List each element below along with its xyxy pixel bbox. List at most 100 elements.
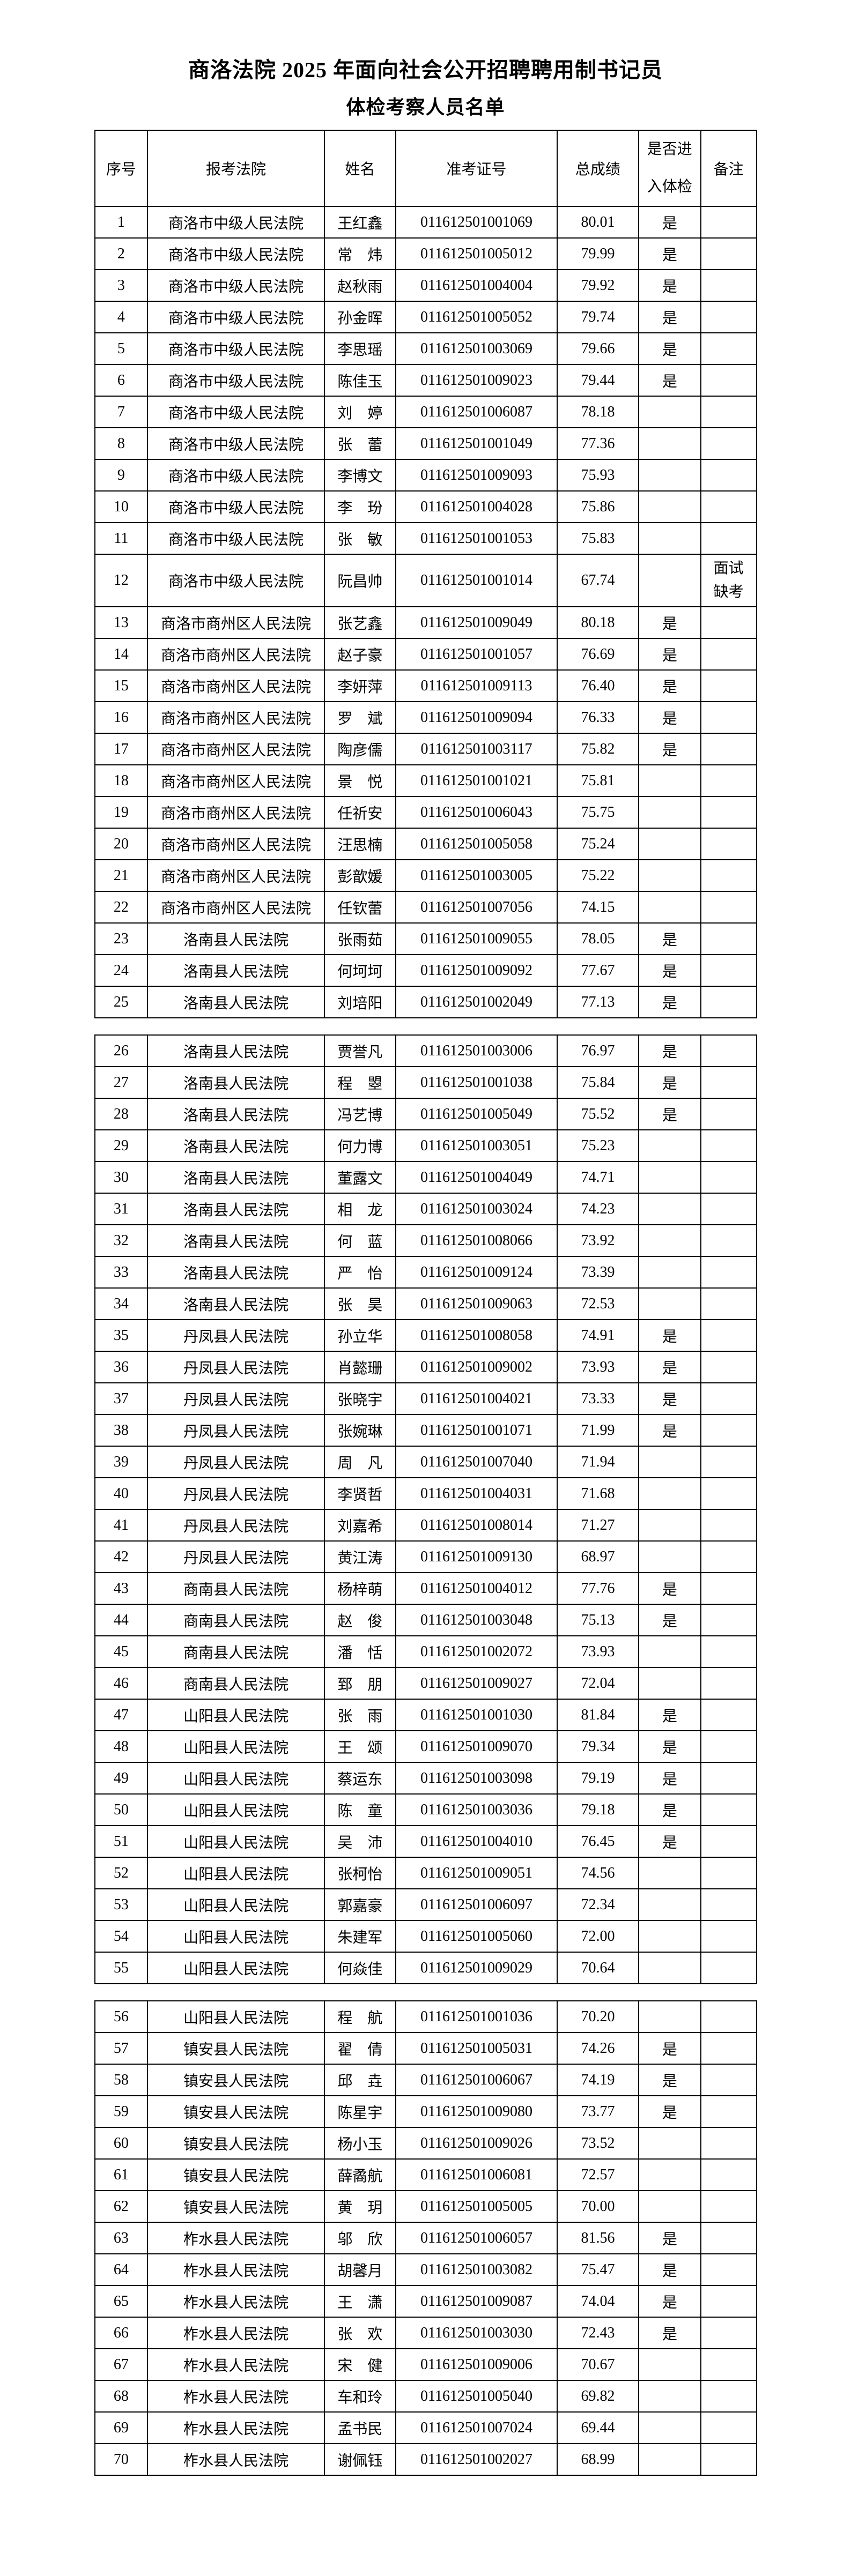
name-cell: 李博文 [323,459,396,492]
ticket-cell: 011612501001021 [395,764,558,798]
remark-cell [700,1572,757,1605]
table-row: 54 山阳县人民法院 朱建军 011612501005060 72.00 [94,1920,757,1953]
name-cell: 吴 沛 [323,1825,396,1858]
seq-cell: 16 [94,701,149,734]
seq-cell: 50 [94,1793,149,1827]
page-subtitle: 体检考察人员名单 [346,96,505,118]
remark-cell [700,1730,757,1763]
court-cell: 洛南县人民法院 [147,954,325,987]
pass-cell: 是 [638,332,701,366]
table-row: 20 商洛市商州区人民法院 汪思楠 011612501005058 75.24 [94,828,757,861]
pass-cell: 是 [638,1351,701,1384]
pass-cell [638,1888,701,1922]
name-cell: 彭歆媛 [323,859,396,892]
court-cell: 柞水县人民法院 [147,2253,325,2287]
score-cell: 70.67 [557,2348,639,2381]
table-row: 39 丹凤县人民法院周 凡 011612501007040 71.94 [94,1446,757,1479]
remark-cell [700,2285,757,2318]
remark-cell [700,427,757,460]
ticket-cell: 011612501009093 [395,459,558,492]
ticket-cell: 011612501005040 [395,2380,558,2413]
pass-cell [638,1161,701,1194]
seq-cell: 35 [94,1319,149,1352]
seq-cell: 64 [94,2253,149,2287]
page-break-gap [94,1984,757,2000]
pass-cell [638,2000,701,2034]
pass-cell [638,796,701,829]
remark-cell [700,269,757,302]
score-cell: 70.20 [557,2000,639,2034]
name-cell: 翟 倩 [323,2032,396,2065]
remark-cell [700,2158,757,2192]
court-cell: 镇安县人民法院 [147,2064,325,2097]
header-cell-ticket: 准考证号 [395,130,558,207]
score-cell: 68.97 [557,1540,639,1574]
seq-cell: 32 [94,1224,149,1257]
ticket-cell: 011612501005058 [395,828,558,861]
score-cell: 75.86 [557,490,639,524]
remark-cell [700,2095,757,2128]
court-cell: 柞水县人民法院 [147,2411,325,2445]
table-row: 63 柞水县人民法院邬 欣 011612501006057 81.56 是 [94,2222,757,2255]
remark-cell [700,1888,757,1922]
ticket-cell: 011612501009092 [395,954,558,987]
ticket-cell: 011612501006057 [395,2222,558,2255]
table-row: 61 镇安县人民法院 薛矞航 011612501006081 72.57 [94,2158,757,2192]
seq-cell: 36 [94,1351,149,1384]
remark-cell [700,1414,757,1447]
table-row: 35 丹凤县人民法院 孙立华 011612501008058 74.91 是 [94,1319,757,1352]
seq-cell: 18 [94,764,149,798]
header-cell-name: 姓名 [323,130,396,207]
court-cell: 丹凤县人民法院 [147,1446,325,1479]
table-row: 48 山阳县人民法院王 颂 011612501009070 79.34 是 [94,1730,757,1763]
ticket-cell: 011612501009070 [395,1730,558,1763]
seq-cell: 30 [94,1161,149,1194]
court-cell: 商洛市中级人民法院 [147,396,325,429]
seq-cell: 15 [94,669,149,703]
name-cell: 杨梓萌 [323,1572,396,1605]
remark-cell [700,396,757,429]
pass-cell [638,2348,701,2381]
score-cell: 74.15 [557,891,639,924]
ticket-cell: 011612501004021 [395,1382,558,1416]
score-cell: 78.05 [557,922,639,956]
seq-cell: 42 [94,1540,149,1574]
table-row: 13 商洛市商州区人民法院 张艺鑫 011612501009049 80.18 是 [94,606,757,639]
name-cell: 冯艺博 [323,1098,396,1131]
score-cell: 74.26 [557,2032,639,2065]
seq-cell: 39 [94,1446,149,1479]
table-row: 46 商南县人民法院郅 朋 011612501009027 72.04 [94,1667,757,1700]
score-cell: 79.99 [557,237,639,271]
remark-cell [700,364,757,397]
remark-cell [700,859,757,892]
remark-cell [700,1256,757,1289]
pass-cell [638,1952,701,1985]
seq-cell: 25 [94,986,149,1019]
table-row: 31 洛南县人民法院相 龙 011612501003024 74.23 [94,1193,757,1226]
name-cell: 蔡运东 [323,1762,396,1795]
name-cell: 陈佳玉 [323,364,396,397]
remark-cell [700,1952,757,1985]
score-cell: 69.44 [557,2411,639,2445]
remark-cell [700,1699,757,1732]
score-cell: 70.64 [557,1952,639,1985]
table-row: 64 柞水县人民法院 胡馨月 011612501003082 75.47 是 [94,2253,757,2287]
pass-cell [638,2380,701,2413]
score-cell: 77.13 [557,986,639,1019]
name-cell: 罗 斌 [323,701,396,734]
ticket-cell: 011612501009049 [395,606,558,639]
pass-cell: 是 [638,1572,701,1605]
name-cell: 郭嘉豪 [323,1888,396,1922]
seq-cell: 7 [94,396,149,429]
table-row: 70 柞水县人民法院 谢佩钰 011612501002027 68.99 [94,2443,757,2476]
seq-cell: 56 [94,2000,149,2034]
seq-cell: 62 [94,2190,149,2223]
score-cell: 74.71 [557,1161,639,1194]
pass-cell [638,396,701,429]
pass-cell: 是 [638,2095,701,2128]
pass-cell: 是 [638,1730,701,1763]
ticket-cell: 011612501001014 [395,554,558,608]
court-cell: 镇安县人民法院 [147,2095,325,2128]
court-cell: 商洛市中级人民法院 [147,364,325,397]
table-row: 24 洛南县人民法院 何坷坷 011612501009092 77.67 是 [94,954,757,987]
